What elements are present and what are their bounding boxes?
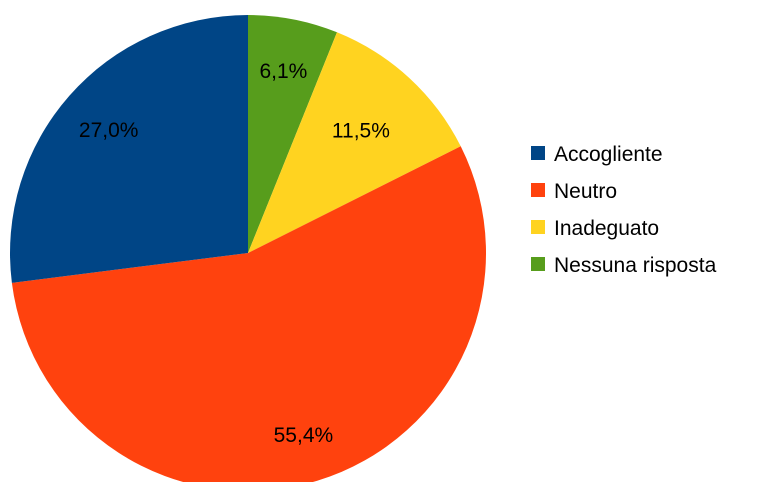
legend-label-neutro: Neutro <box>554 180 617 203</box>
legend-item-inadeguato: Inadeguato <box>531 217 659 240</box>
legend-item-accogliente: Accogliente <box>531 143 663 166</box>
slice-label-neutro: 55,4% <box>274 424 334 447</box>
legend-label-nessuna-risposta: Nessuna risposta <box>554 254 717 277</box>
legend-label-inadeguato: Inadeguato <box>554 217 659 240</box>
slice-label-nessuna-risposta: 6,1% <box>259 60 307 83</box>
legend-item-nessuna-risposta: Nessuna risposta <box>531 254 717 277</box>
pie-slices <box>10 15 486 482</box>
legend: Accogliente Neutro Inadeguato Nessuna rispo… <box>531 143 717 277</box>
slice-label-inadeguato: 11,5% <box>332 120 390 143</box>
slice-labels: 6,1% 11,5% 55,4% 27,0% <box>79 60 390 447</box>
legend-item-neutro: Neutro <box>531 180 617 203</box>
slice-label-accogliente: 27,0% <box>79 119 139 142</box>
pie-slice-neutro <box>11 146 486 482</box>
legend-swatch-inadeguato <box>531 220 545 234</box>
legend-label-accogliente: Accogliente <box>554 143 663 166</box>
pie-slice-nessuna-risposta <box>248 15 337 253</box>
pie-slice-inadeguato <box>248 32 461 253</box>
legend-swatch-neutro <box>531 183 545 197</box>
legend-swatch-nessuna-risposta <box>531 257 545 271</box>
legend-swatch-accogliente <box>531 146 545 160</box>
pie-slice-accogliente <box>10 15 248 283</box>
